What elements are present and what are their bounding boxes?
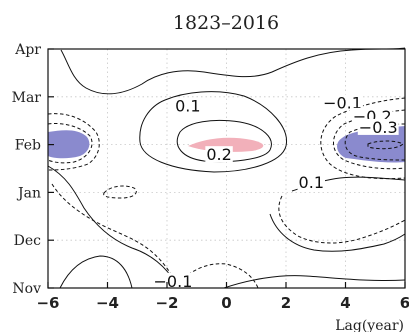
contour-label: 0.1 <box>175 96 200 115</box>
contour-neg-left-outer <box>47 113 100 171</box>
negative-region-right <box>337 126 405 163</box>
plot-area: 0.1 −0.1−0.2−0.30.20.1−0.1 <box>47 47 406 291</box>
contour-neg-lower-left <box>51 183 179 289</box>
contour-neg-left-inner <box>47 123 93 164</box>
contour-top-wavy <box>60 47 406 95</box>
contour-lines <box>47 47 406 289</box>
y-tick-label: Nov <box>12 281 41 297</box>
y-tick-label: Apr <box>14 42 41 58</box>
x-tick-label: 2 <box>281 294 291 312</box>
x-axis-label: Lag(year) <box>335 318 404 332</box>
contour-label: −0.3 <box>359 118 398 137</box>
contour-label: 0.2 <box>206 145 231 164</box>
contour-bottom-right <box>223 275 406 289</box>
contour-0.1-central <box>139 91 287 173</box>
contour-0.2-central <box>176 119 272 163</box>
y-axis: Nov Dec Jan Feb Mar Apr <box>12 42 54 297</box>
y-tick-label: Feb <box>15 138 41 154</box>
y-tick-label: Jan <box>16 185 41 201</box>
contour-lower-right <box>269 213 406 252</box>
y-tick-label: Dec <box>14 233 42 249</box>
x-tick-label: 4 <box>340 294 350 312</box>
y-tick-label: Mar <box>12 90 42 106</box>
x-tick-label: 6 <box>400 294 409 312</box>
contour-neg-right-lower <box>278 195 406 244</box>
contour-left-sweep <box>47 165 177 285</box>
contour-neg-right-outer <box>320 97 406 180</box>
contour-label-bg <box>152 272 194 289</box>
contour-label-bg <box>205 146 233 163</box>
chart-title: 1823–2016 <box>173 12 279 34</box>
contour-label-bg <box>322 94 363 111</box>
contour-label-bg <box>357 118 399 135</box>
contour-neg-small-oval <box>103 185 137 199</box>
x-axis: −6 −4 −2 0 2 4 6 <box>36 282 409 312</box>
contour-label-bg <box>297 173 326 190</box>
contour-label: 0.1 <box>299 173 324 192</box>
x-tick-label: 0 <box>221 294 231 312</box>
negative-region-left <box>48 130 90 159</box>
x-tick-label: −2 <box>155 294 178 312</box>
contour-label: −0.1 <box>323 94 362 113</box>
contour-bottom-left <box>59 255 133 289</box>
x-tick-label: −6 <box>36 294 59 312</box>
grid-lines <box>48 49 405 288</box>
contour-labels: 0.1 −0.1−0.2−0.30.20.1−0.1 <box>152 94 399 291</box>
contour-label-bg <box>174 97 202 114</box>
x-tick-label: −4 <box>96 294 119 312</box>
contour-label: −0.1 <box>154 272 193 291</box>
